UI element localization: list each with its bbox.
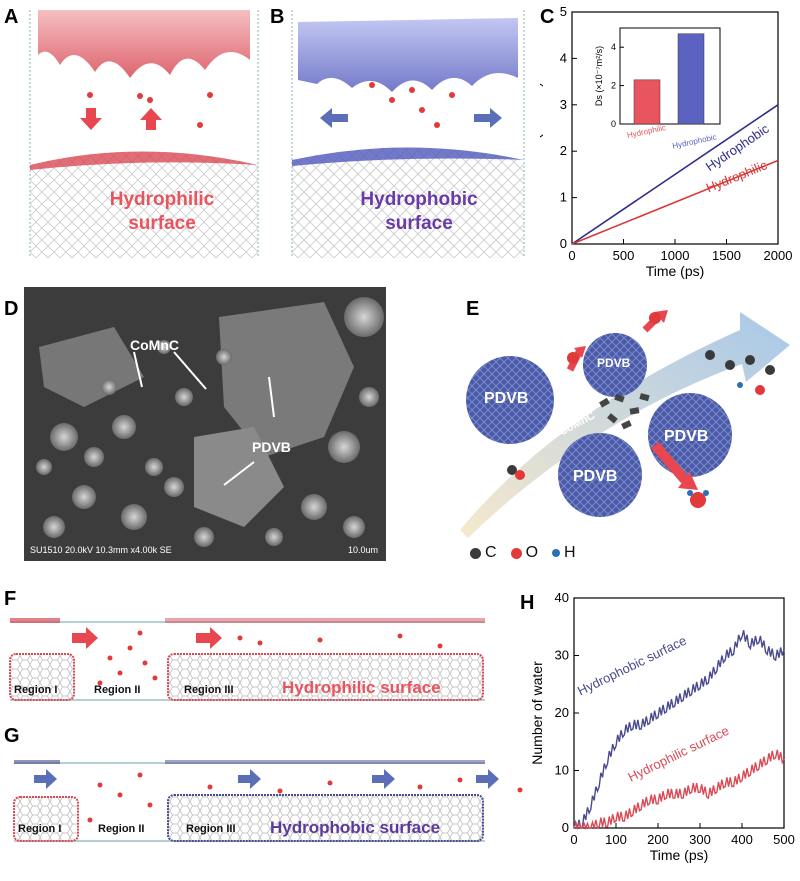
- inset-category-label: Hydrophilic: [626, 123, 667, 140]
- panel-a-label-line2: surface: [128, 213, 196, 234]
- f-region-2: Region II: [94, 684, 141, 696]
- panel-b: B Hydrophobic surface: [262, 0, 542, 260]
- water-y-tick-label: 0: [562, 820, 569, 835]
- msd-y-tick-label: 0: [560, 236, 567, 251]
- legend-hydrogen: H: [552, 544, 576, 562]
- panel-b-illustration: [291, 10, 525, 258]
- panel-a-illustration: [29, 10, 259, 258]
- msd-x-tick-label: 500: [613, 248, 635, 263]
- panel-b-surface-label: Hydrophobic surface: [344, 188, 494, 236]
- msd-x-axis-label: Time (ps): [646, 263, 705, 279]
- panel-a-surface-label: Hydrophilic surface: [92, 188, 232, 236]
- g-surface-label: Hydrophobic surface: [270, 818, 441, 837]
- panel-c: C 0 500 1000 1500 2000 0 1 2 3 4 5 Time (ps) MSD (×1…: [540, 0, 800, 290]
- water-y-tick-label: 20: [555, 705, 569, 720]
- water-series-line: [573, 630, 785, 830]
- panel-b-label-line2: surface: [385, 213, 453, 234]
- sem-label-pdvb: PDVB: [252, 439, 291, 455]
- panel-f-illustration: [9, 618, 485, 701]
- inset-bar: [677, 33, 705, 125]
- panel-e-illustration: [460, 310, 790, 538]
- oxygen-atom-icon: [510, 547, 522, 559]
- water-x-axis-label: Time (ps): [650, 847, 709, 863]
- water-x-tick-label: 500: [773, 832, 795, 847]
- msd-y-tick-label: 1: [560, 190, 567, 205]
- inset-y-axis-label: Ds (×10⁻⁷m²/s): [594, 46, 604, 106]
- panel-label-a: A: [4, 6, 19, 28]
- panel-label-g: G: [4, 725, 20, 747]
- panel-label-d: D: [4, 298, 19, 320]
- panel-label-h: H: [520, 592, 535, 614]
- water-x-tick-label: 200: [647, 832, 669, 847]
- inset-y-tick-label: 0: [611, 119, 616, 129]
- water-series-label: Hydrophilic surface: [625, 723, 731, 785]
- sem-scale-bar: 10.0um: [347, 545, 378, 555]
- water-y-axis-label: Number of water: [529, 661, 545, 765]
- inset-y-tick-label: 4: [611, 42, 616, 52]
- pdvb-label-bottom: PDVB: [573, 468, 618, 485]
- water-series-label: Hydrophobic surface: [575, 633, 689, 699]
- msd-y-tick-label: 5: [560, 4, 567, 19]
- legend-hydrogen-label: H: [564, 544, 576, 561]
- g-region-3: Region III: [186, 823, 236, 835]
- sem-image: CoMnC PDVB SU1510 20.0kV 10.3mm x4.00k S…: [24, 287, 386, 561]
- pdvb-label-right: PDVB: [664, 428, 709, 445]
- msd-chart: 0 500 1000 1500 2000 0 1 2 3 4 5 Time (ps) MSD (×10⁵…: [540, 4, 793, 279]
- panel-a-label-line1: Hydrophilic: [109, 189, 215, 210]
- pdvb-label-left: PDVB: [484, 390, 529, 407]
- sem-label-comnc: CoMnC: [130, 337, 179, 353]
- inset-y-tick-label: 2: [611, 81, 616, 91]
- panel-label-b: B: [270, 6, 285, 28]
- water-x-tick-label: 100: [605, 832, 627, 847]
- sem-caption: SU1510 20.0kV 10.3mm x4.00k SE: [30, 545, 172, 555]
- f-region-1: Region I: [14, 684, 58, 696]
- water-count-chart: 0 100 200 300 400 500 0 10 20 30 40 Time (ps) Number…: [529, 590, 795, 863]
- sem-texture: [24, 287, 386, 561]
- legend-carbon: C: [470, 544, 497, 562]
- pdvb-label-top: PDVB: [597, 356, 631, 370]
- panel-a: A Hydrophilic surface: [0, 0, 270, 260]
- msd-y-tick-label: 4: [560, 50, 567, 65]
- water-y-tick-label: 30: [555, 648, 569, 663]
- legend-carbon-label: C: [485, 544, 497, 561]
- water-y-tick-label: 10: [555, 763, 569, 778]
- water-x-tick-label: 400: [731, 832, 753, 847]
- msd-y-axis-label: MSD (×10⁵ Å²): [540, 82, 543, 174]
- water-y-tick-label: 40: [555, 590, 569, 605]
- msd-series-line: [571, 159, 779, 245]
- legend-oxygen: O: [510, 544, 539, 562]
- msd-x-tick-label: 1000: [661, 248, 690, 263]
- g-region-1: Region I: [18, 823, 62, 835]
- panel-label-f: F: [4, 588, 17, 610]
- inset-bar: [633, 79, 661, 125]
- msd-y-tick-label: 3: [560, 97, 567, 112]
- panel-b-label-line1: Hydrophobic: [360, 189, 478, 210]
- inset-category-label: Hydrophobic: [672, 132, 718, 150]
- carbon-atom-icon: [470, 547, 481, 559]
- msd-x-tick-label: 2000: [764, 248, 793, 263]
- water-x-tick-label: 300: [689, 832, 711, 847]
- panel-f: F Region I Region II Region III Hydrophi…: [0, 588, 520, 713]
- panel-g: G Region I Region II Region III Hydropho…: [0, 725, 530, 850]
- panel-g-illustration: [13, 760, 523, 842]
- f-region-3: Region III: [184, 684, 234, 696]
- msd-series-line: [571, 104, 779, 245]
- legend-oxygen-label: O: [525, 544, 539, 561]
- panel-e: E PDVB PDVB PDVB PDVB CoMnC C O H: [440, 290, 800, 570]
- f-surface-label: Hydrophilic surface: [282, 678, 441, 697]
- msd-y-tick-label: 2: [560, 143, 567, 158]
- panel-h: H 0 100 200 300 400 500 0 10 20 30 40 Time (ps) Numb…: [520, 588, 800, 881]
- msd-x-tick-label: 1500: [712, 248, 741, 263]
- panel-label-c: C: [540, 6, 555, 28]
- water-x-tick-label: 0: [570, 832, 577, 847]
- g-region-2: Region II: [98, 823, 145, 835]
- msd-x-tick-label: 0: [568, 248, 575, 263]
- panel-label-e: E: [466, 298, 480, 320]
- water-series-line: [573, 749, 785, 831]
- hydrogen-atom-icon: [552, 549, 561, 557]
- atom-legend: C O H: [470, 544, 576, 562]
